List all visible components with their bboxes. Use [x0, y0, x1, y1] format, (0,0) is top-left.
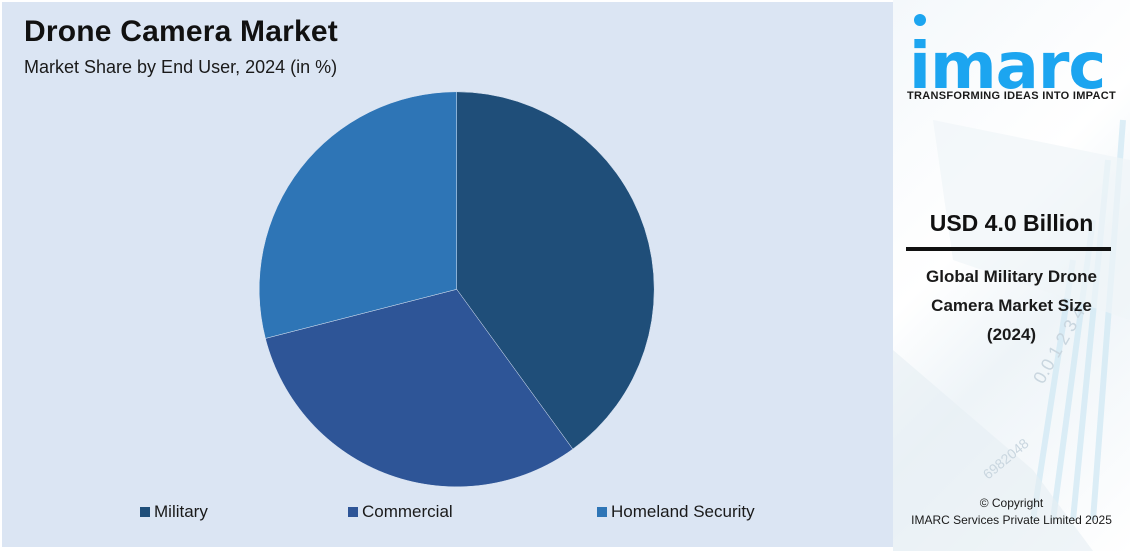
legend-item-homeland-security: Homeland Security [597, 502, 755, 522]
chart-legend: Military Commercial Homeland Security [2, 502, 893, 524]
description-line: (2024) [986, 325, 1037, 344]
market-size-value: USD 4.0 Billion [929, 210, 1094, 236]
svg-text:imarc: imarc [909, 30, 1105, 104]
background-decoration-icon: 0.0 1 2 3 4 6982048 [893, 119, 1130, 551]
legend-label: Military [154, 502, 208, 521]
copyright-line: IMARC Services Private Limited 2025 [911, 513, 1112, 527]
copyright: © Copyright IMARC Services Private Limit… [893, 495, 1130, 529]
pie-slice-commercial [265, 289, 574, 488]
info-panel: 0.0 1 2 3 4 6982048 imarc TRANSFORMING I… [893, 0, 1130, 551]
chart-panel: Drone Camera Market Market Share by End … [2, 2, 893, 547]
description-line: Global Military Drone [926, 267, 1097, 286]
pie-chart [258, 91, 655, 488]
pie-slice-military [456, 91, 655, 450]
chart-title: Drone Camera Market [24, 15, 338, 48]
copyright-line: © Copyright [979, 496, 1044, 510]
legend-item-military: Military [140, 502, 208, 522]
description-line: Camera Market Size [931, 296, 1092, 315]
legend-swatch-icon [597, 507, 607, 517]
divider [906, 247, 1111, 251]
legend-swatch-icon [140, 507, 150, 517]
brand-tagline: TRANSFORMING IDEAS INTO IMPACT [906, 90, 1117, 102]
legend-swatch-icon [348, 507, 358, 517]
market-size-description: Global Military Drone Camera Market Size… [893, 262, 1130, 349]
pie-slice-homeland-security [258, 91, 457, 339]
chart-subtitle: Market Share by End User, 2024 (in %) [24, 57, 338, 77]
imarc-logo-icon: imarc [909, 14, 1106, 104]
legend-label: Commercial [362, 502, 453, 521]
legend-label: Homeland Security [611, 502, 755, 521]
legend-item-commercial: Commercial [348, 502, 453, 522]
